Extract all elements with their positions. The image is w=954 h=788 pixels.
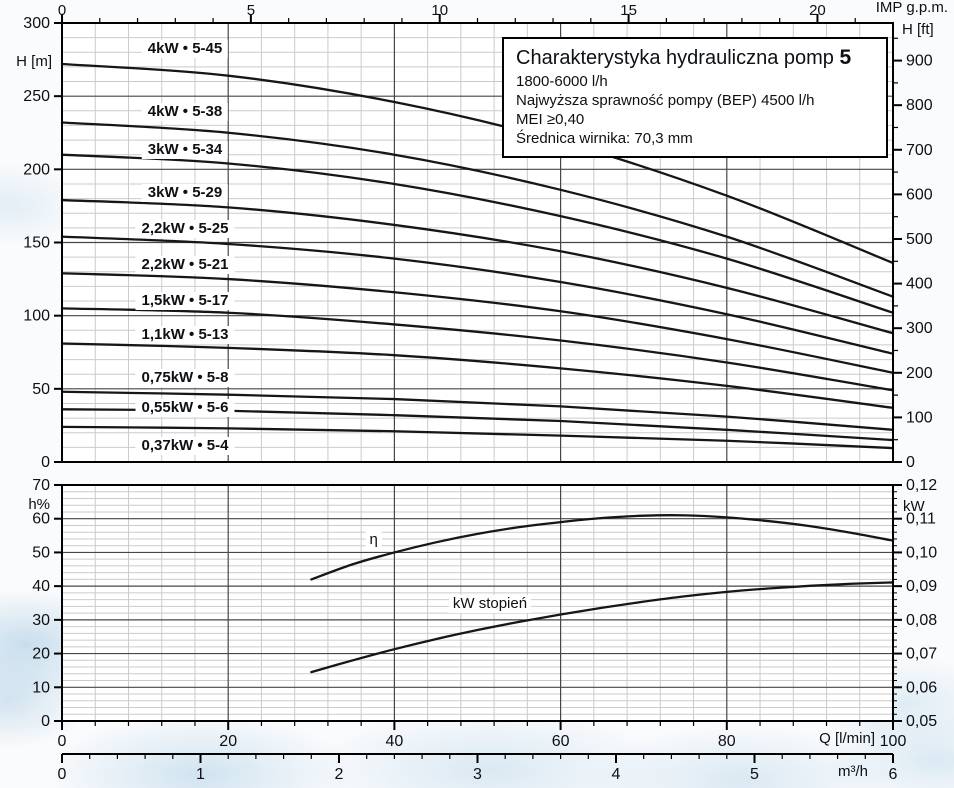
chart-title-number: 5 [839,46,852,69]
head-ft-tick-label: 500 [906,231,933,248]
bottom-m3h-axis-unit-label: m³/h [838,763,868,780]
right-upper-axis-unit-label: H [ft] [902,21,934,38]
flow-range-line: 1800-6000 l/h [516,73,608,90]
top-axis-unit-label: IMP g.p.m. [875,0,948,16]
head-ft-tick-label: 900 [906,53,933,70]
kw-tick-label: 0,09 [906,578,937,595]
chart-title: Charakterystyka hydrauliczna pomp 5 [516,46,852,69]
pump-curve-5-29 [60,198,895,335]
q-m3h-tick-label: 2 [335,766,344,783]
power-per-stage-curve [310,581,895,674]
pump-curve-5-45 [60,62,895,265]
q-lmin-tick-label: 80 [718,733,736,750]
efficiency-power-curves [310,514,895,674]
efficiency-tick-label: 0 [41,713,50,730]
head-ft-tick-label: 800 [906,97,933,114]
efficiency-tick-label: 40 [32,578,50,595]
axis-tick-labels: 0 5 10 15 2030025020015010050090080070060050… [23,2,937,783]
head-m-tick-label: 250 [23,88,50,105]
head-m-tick-label: 200 [23,161,50,178]
kw-tick-label: 0,11 [906,511,936,528]
lower-plot-frame [61,484,894,722]
chart-title-box: Charakterystyka hydrauliczna pomp 5 1800… [502,37,888,158]
efficiency-tick-label: 70 [32,477,50,494]
efficiency-tick-label: 50 [32,544,50,561]
kw-tick-label: 0,06 [906,679,937,696]
head-ft-tick-label: 700 [906,142,933,159]
head-m-tick-label: 100 [23,308,50,325]
head-ft-tick-label: 200 [906,365,933,382]
q-lmin-tick-label: 20 [219,733,237,750]
pump-curve-5-13 [60,342,895,410]
kw-tick-label: 0,08 [906,612,937,629]
q-m3h-tick-label: 3 [473,766,482,783]
head-ft-tick-label: 600 [906,186,933,203]
left-upper-axis-unit-label: H [m] [16,53,52,70]
kw-tick-label: 0,10 [906,544,937,561]
q-m3h-tick-label: 5 [750,766,759,783]
q-lmin-tick-label: 100 [880,733,907,750]
bep-line: Najwyższa sprawność pompy (BEP) 4500 l/h [516,92,815,109]
q-lmin-tick-label: 40 [386,733,404,750]
bottom-q-axis-unit-label: Q [l/min] [819,730,875,747]
pump-curve-5-21 [60,272,895,374]
left-lower-axis-unit-label: h% [28,496,50,513]
pump-head-curves [60,62,895,450]
head-ft-tick-label: 0 [906,454,915,471]
efficiency-tick-label: 20 [32,646,50,663]
pump-curve-5-34 [60,153,895,314]
right-lower-axis-unit-label: kW [903,498,925,515]
kw-tick-label: 0,12 [906,477,937,494]
q-m3h-tick-label: 4 [612,766,621,783]
top-gpm-tick-label: 0 [58,2,66,19]
pump-curve-5-25 [60,235,895,355]
pump-curve-5-8 [60,390,895,431]
efficiency-curve [310,514,895,581]
head-m-tick-label: 50 [32,381,50,398]
kw-tick-label: 0,05 [906,713,937,730]
q-lmin-tick-label: 60 [552,733,570,750]
top-gpm-tick-label: 15 [620,2,637,19]
kw-tick-label: 0,07 [906,646,937,663]
q-m3h-tick-label: 0 [58,766,67,783]
q-m3h-tick-label: 1 [196,766,205,783]
q-lmin-tick-label: 0 [58,733,67,750]
top-gpm-tick-label: 5 [247,2,255,19]
top-gpm-tick-label: 20 [809,2,826,19]
head-m-tick-label: 150 [23,235,50,252]
head-ft-tick-label: 300 [906,320,933,337]
head-m-tick-label: 0 [41,454,50,471]
head-ft-tick-label: 400 [906,276,933,293]
axis-ticks [54,14,902,763]
head-ft-tick-label: 100 [906,409,933,426]
pump-curve-5-4 [60,425,895,450]
q-m3h-tick-label: 6 [889,766,898,783]
efficiency-tick-label: 30 [32,612,50,629]
head-m-tick-label: 300 [23,15,50,32]
pump-curve-5-38 [60,121,895,298]
pump-curve-5-17 [60,307,895,392]
impeller-line: Średnica wirnika: 70,3 mm [516,130,693,147]
efficiency-tick-label: 10 [32,679,50,696]
efficiency-tick-label: 60 [32,511,50,528]
top-gpm-tick-label: 10 [431,2,448,19]
mei-line: MEI ≥0,40 [516,111,585,128]
